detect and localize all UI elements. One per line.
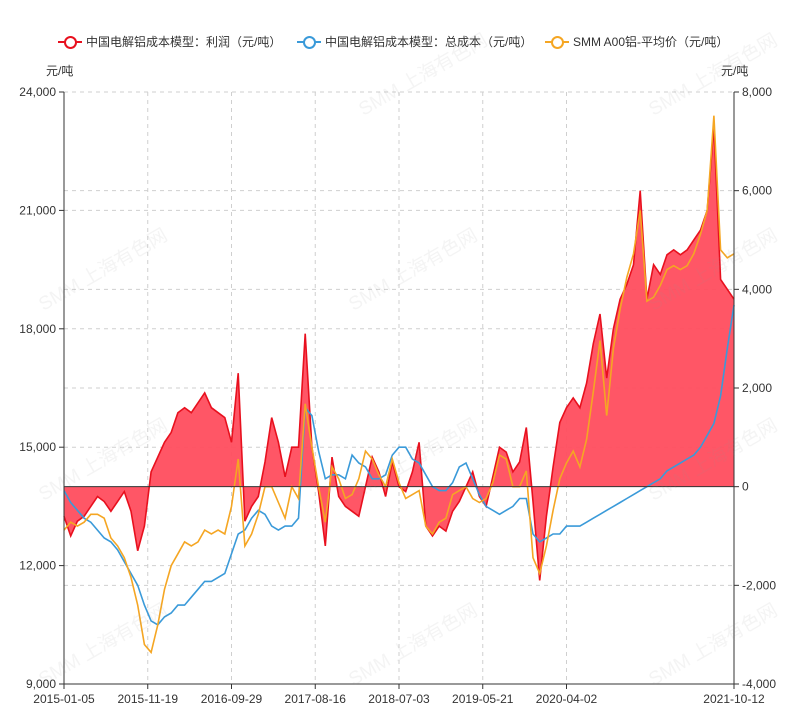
left-axis-unit: 元/吨 [46, 64, 74, 78]
right-tick-label: 0 [742, 480, 749, 494]
right-axis-unit: 元/吨 [721, 64, 749, 78]
legend-marker-icon [58, 35, 82, 49]
x-tick-label: 2020-04-02 [536, 692, 598, 706]
legend-marker-icon [297, 35, 321, 49]
x-tick-label: 2016-09-29 [201, 692, 263, 706]
x-axis-ticks: 2015-01-05 2015-11-19 2016-09-29 2017-08-16… [33, 692, 765, 706]
legend-item-total-cost[interactable]: 中国电解铝成本模型：总成本（元/吨） [297, 33, 532, 50]
legend-marker-icon [545, 35, 569, 49]
legend-label-a00-price: SMM A00铝-平均价（元/吨） [573, 35, 729, 49]
x-tick-label: 2017-08-16 [285, 692, 347, 706]
left-tick-label: 9,000 [26, 677, 56, 691]
profit-area-fill [64, 126, 734, 581]
legend-item-a00-price[interactable]: SMM A00铝-平均价（元/吨） [545, 33, 728, 50]
legend-label-total-cost: 中国电解铝成本模型：总成本（元/吨） [325, 35, 533, 49]
legend-item-profit[interactable]: 中国电解铝成本模型：利润（元/吨） [58, 33, 281, 50]
right-tick-label: 6,000 [742, 184, 772, 198]
left-axis-ticks: 9,000 12,000 15,000 18,000 21,000 24,000 [19, 85, 56, 691]
right-tick-label: 2,000 [742, 381, 772, 395]
legend-label-profit: 中国电解铝成本模型：利润（元/吨） [86, 35, 282, 49]
profit-area [64, 126, 734, 581]
right-axis-ticks: -4,000 -2,000 0 2,000 4,000 6,000 8,000 [742, 85, 776, 691]
left-tick-label: 12,000 [19, 559, 56, 573]
left-tick-label: 24,000 [19, 85, 56, 99]
axes [59, 91, 739, 689]
x-tick-label: 2015-11-19 [118, 692, 179, 706]
x-tick-label: 2015-01-05 [33, 692, 95, 706]
series-line-a00-price [63, 115, 735, 655]
left-tick-label: 18,000 [19, 322, 56, 336]
left-tick-label: 21,000 [19, 203, 56, 217]
right-tick-label: 4,000 [742, 282, 772, 296]
x-tick-label: 2019-05-21 [452, 692, 514, 706]
x-tick-label: 2021-10-12 [703, 692, 765, 706]
right-tick-label: -2,000 [742, 578, 776, 592]
left-tick-label: 15,000 [19, 440, 56, 454]
legend: 中国电解铝成本模型：利润（元/吨） 中国电解铝成本模型：总成本（元/吨） SMM… [0, 33, 787, 51]
grid-lines [64, 91, 734, 684]
right-tick-label: -4,000 [742, 677, 776, 691]
series-line-total-cost [63, 304, 735, 626]
right-tick-label: 8,000 [742, 85, 772, 99]
x-tick-label: 2018-07-03 [368, 692, 430, 706]
